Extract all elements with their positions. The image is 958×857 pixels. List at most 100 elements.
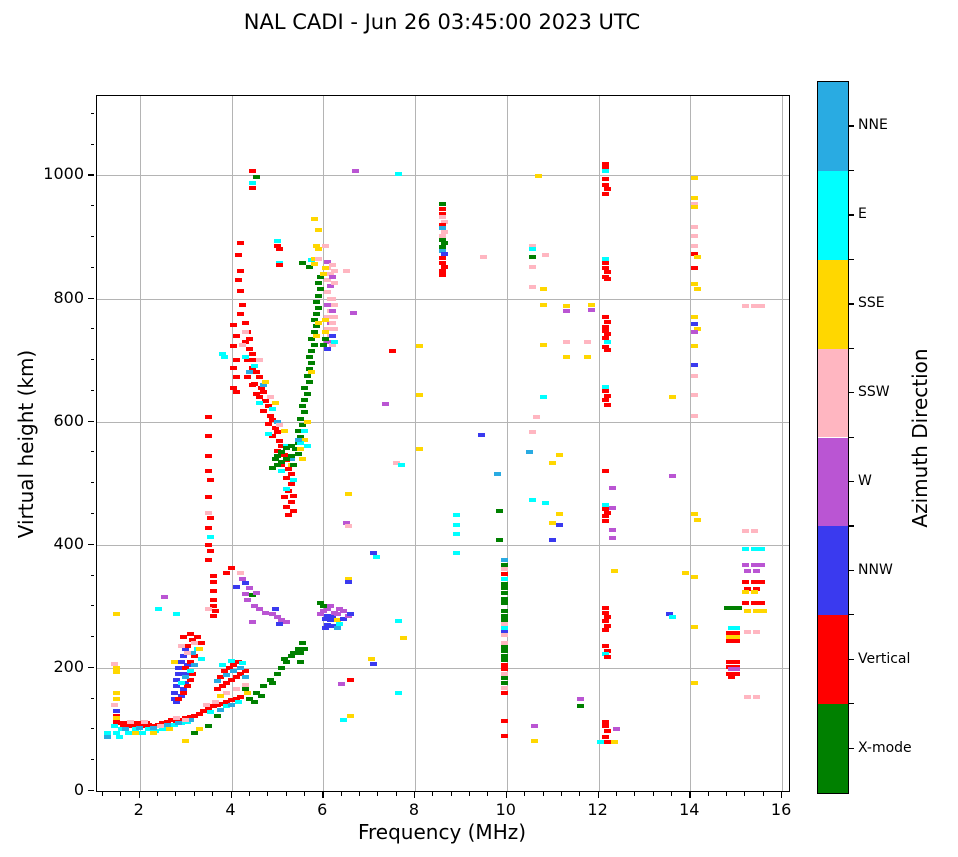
scatter-point [760,608,768,613]
x-minor-tick [285,792,287,796]
y-tick-label: 200 [53,656,84,676]
scatter-point [328,308,336,313]
y-gridline [97,667,789,669]
colorbar-boundary-tick [849,347,854,349]
scatter-point [273,453,281,458]
scatter-point [175,721,183,726]
scatter-point [349,310,357,315]
x-tick-label: 6 [317,800,328,819]
scatter-point [753,608,761,613]
scatter-point [113,696,121,701]
scatter-point [205,724,212,729]
scatter-point [207,710,215,715]
scatter-point [691,413,699,418]
scatter-point [159,727,167,732]
scatter-point [310,318,318,323]
scatter-point [608,528,616,532]
scatter-point [241,683,249,688]
x-gridline [415,96,416,791]
scatter-point [161,595,169,600]
scatter-point [214,713,222,718]
scatter-point [732,659,740,664]
scatter-point [604,277,612,282]
scatter-point [269,407,277,412]
x-gridline [506,96,508,791]
x-minor-tick [487,792,489,796]
scatter-point [287,456,295,461]
scatter-point [691,252,699,257]
scatter-point [331,327,339,332]
scatter-point [241,687,249,692]
scatter-point [326,284,334,289]
scatter-point [182,647,190,652]
x-minor-tick [120,792,122,796]
scatter-point [278,462,286,467]
scatter-point [315,321,323,326]
scatter-point [110,661,118,666]
scatter-point [209,613,217,618]
y-minor-tick [90,728,94,730]
scatter-point [276,262,284,267]
scatter-point [601,468,609,473]
colorbar [817,81,849,794]
scatter-point [501,567,508,572]
scatter-point [310,217,318,222]
scatter-point [163,722,171,727]
scatter-point [601,610,609,615]
colorbar-tick [849,392,854,394]
scatter-point [331,268,339,273]
scatter-point [735,606,742,611]
scatter-point [248,593,256,598]
scatter-point [601,182,609,187]
scatter-point [296,659,304,664]
scatter-point [439,211,446,216]
scatter-point [604,654,612,659]
scatter-point [239,661,247,665]
scatter-point [611,740,619,745]
scatter-point [308,361,316,366]
scatter-point [205,494,212,499]
scatter-point [372,555,380,560]
scatter-point [156,724,164,729]
scatter-point [230,365,238,370]
scatter-point [177,681,185,686]
x-gridline [139,96,141,791]
scatter-point [273,448,281,453]
scatter-point [744,608,752,613]
scatter-point [287,444,295,449]
x-minor-tick [707,792,709,796]
scatter-point [289,462,297,467]
scatter-point [328,262,336,267]
scatter-point [328,342,336,347]
scatter-point [494,472,502,476]
scatter-point [583,340,591,345]
scatter-point [280,428,288,433]
scatter-point [324,302,332,307]
scatter-point [228,566,235,571]
scatter-point [271,607,279,612]
scatter-point [250,699,258,704]
y-minor-tick [90,359,94,361]
scatter-point [184,644,192,649]
scatter-point [170,659,178,664]
scatter-point [218,701,226,706]
y-minor-tick [90,759,94,761]
scatter-point [221,355,229,359]
colorbar-boundary-tick [849,614,854,616]
scatter-point [741,547,749,552]
scatter-point [278,450,286,455]
scatter-point [172,678,180,683]
scatter-point [751,601,759,606]
scatter-point [608,536,616,540]
scatter-point [395,618,403,623]
scatter-point [439,244,446,249]
scatter-point [287,653,295,658]
colorbar-boundary-tick [849,436,854,438]
scatter-point [308,336,316,341]
x-major-tick [689,792,691,798]
scatter-point [691,363,699,367]
scatter-point [501,685,508,690]
scatter-point [342,521,350,526]
scatter-point [172,611,180,616]
x-minor-tick [395,792,397,796]
